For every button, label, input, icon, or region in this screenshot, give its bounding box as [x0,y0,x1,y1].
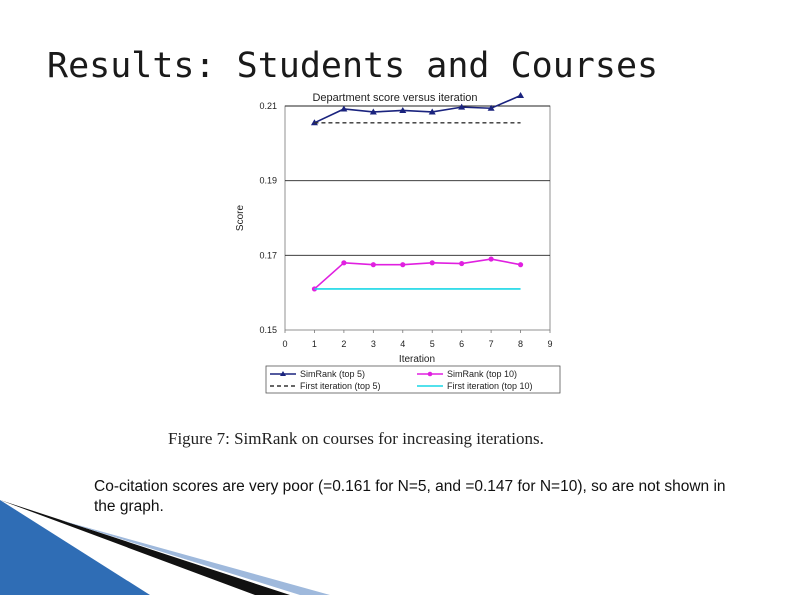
legend-box [265,365,561,394]
plot-area [284,105,551,331]
data-point [340,105,348,112]
y-tick-label: 0.19 [259,176,277,186]
data-point [428,108,436,115]
x-tick-label: 5 [430,339,435,349]
deco-blue-wedge [0,500,150,595]
legend-label: SimRank (top 10) [447,369,517,379]
slide-title: Results: Students and Courses [47,46,659,86]
data-point [400,262,406,268]
data-point [458,103,466,110]
legend-label: First iteration (top 5) [300,381,381,391]
x-tick-label: 6 [459,339,464,349]
y-tick-label: 0.17 [259,250,277,260]
y-tick-label: 0.21 [259,101,277,111]
y-tick-label: 0.15 [259,325,277,335]
chart-legend: SimRank (top 5) SimRank (top 10) First ite… [265,365,561,394]
data-point [517,262,524,268]
chart-title: Department score versus iteration [312,92,477,104]
x-tick-label: 8 [518,339,523,349]
data-point [399,106,407,113]
data-point [487,104,495,111]
data-point [517,92,525,99]
x-tick-label: 1 [312,339,317,349]
body-text: Co-citation scores are very poor (=0.161… [94,478,726,515]
x-tick-label: 4 [400,339,405,349]
y-axis-label: Score [235,205,246,232]
data-point [370,262,376,268]
series-line-0 [314,94,521,124]
x-tick-label: 9 [547,339,552,349]
legend-label: SimRank (top 5) [300,369,365,379]
x-tick-label: 2 [341,339,346,349]
data-point [369,108,377,115]
x-tick-label: 3 [371,339,376,349]
line-chart: Department score versus iteration 0.15 0.… [235,92,561,394]
figure-caption: Figure 7: SimRank on courses for increas… [168,429,544,448]
data-point [488,256,494,262]
deco-light-stroke [60,520,330,595]
legend-marker [427,371,433,377]
data-point [341,260,347,266]
x-tick-label: 0 [282,339,287,349]
x-tick-label: 7 [489,339,494,349]
legend-label: First iteration (top 10) [447,381,533,391]
data-point [459,260,465,267]
data-point [429,260,435,266]
legend-marker [280,371,286,376]
series-line-1 [313,258,521,290]
x-axis-label: Iteration [399,354,435,365]
